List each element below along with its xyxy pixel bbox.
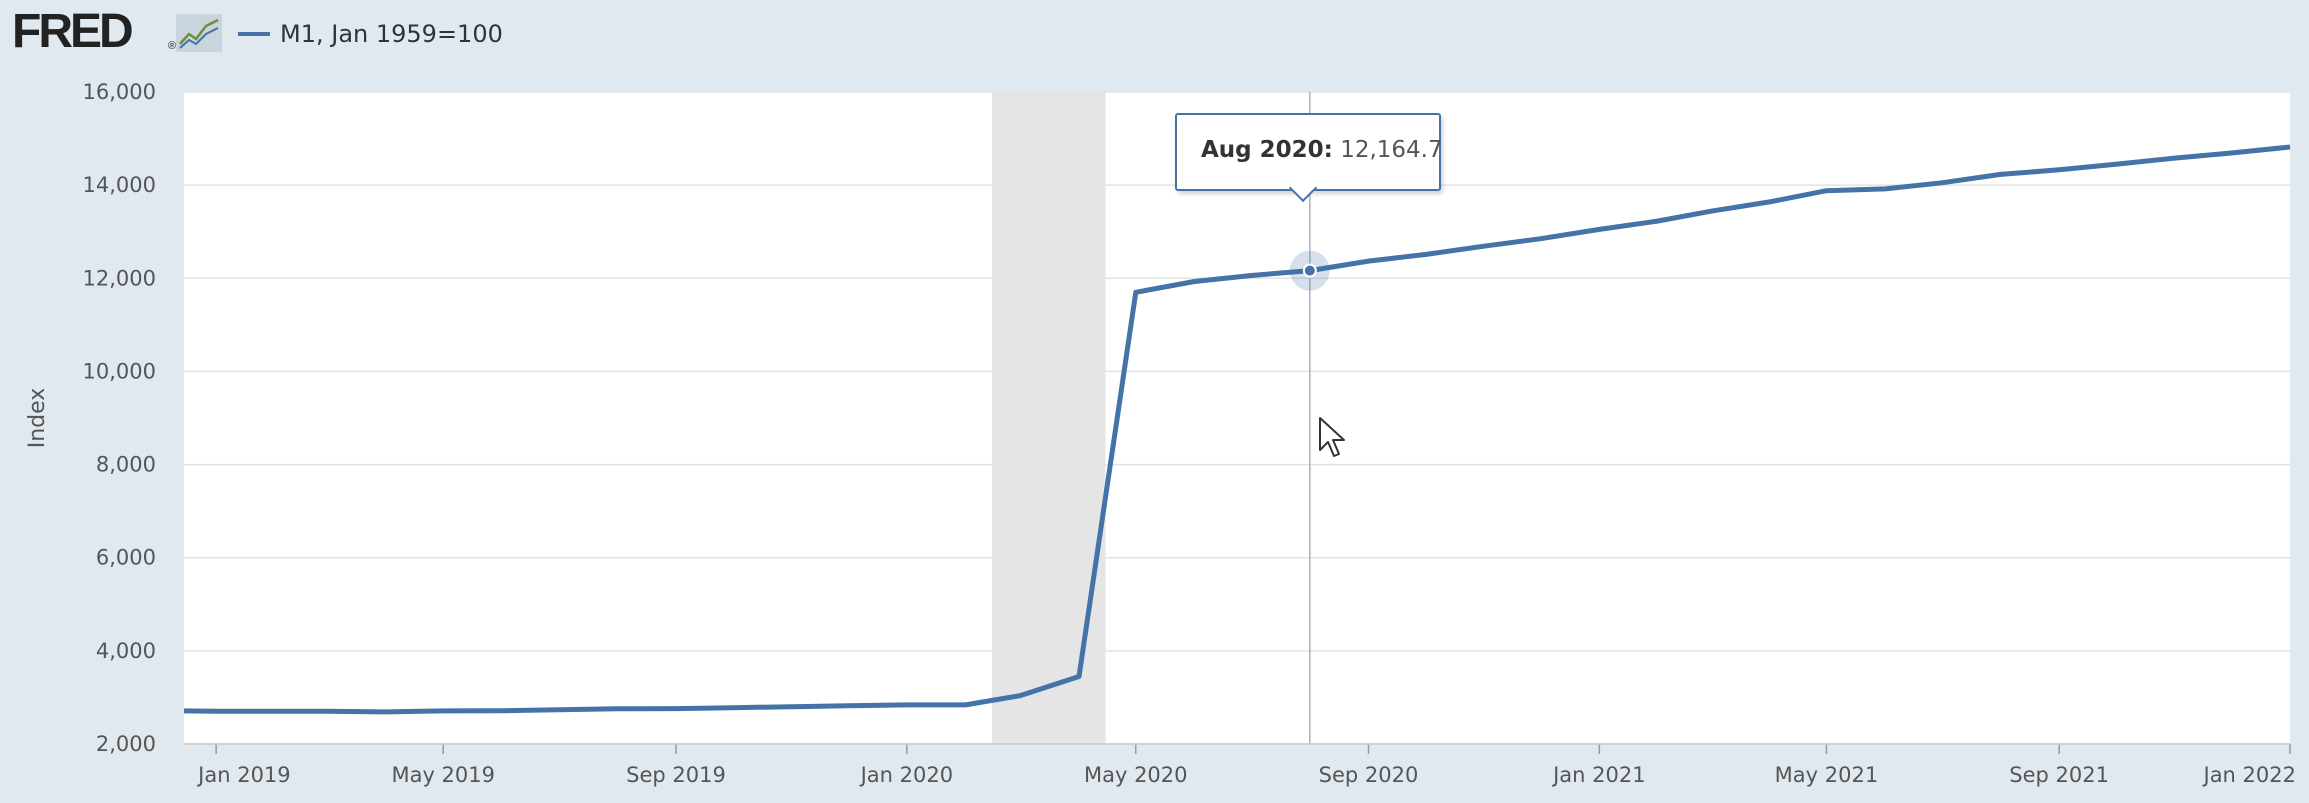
x-tick-label: May 2020 xyxy=(1084,763,1188,787)
legend-swatch xyxy=(238,32,270,36)
x-tick-label: Jan 2022 xyxy=(2202,763,2297,787)
x-tick-label: Jan 2021 xyxy=(1551,763,1646,787)
y-axis-ticks: 2,000 4,000 6,000 8,000 10,000 12,000 14,000 16… xyxy=(83,80,156,756)
x-tick-label: Sep 2021 xyxy=(2009,763,2109,787)
y-tick-label: 8,000 xyxy=(96,453,156,477)
recession-shading xyxy=(991,92,1106,744)
fred-logo[interactable]: FRED xyxy=(12,5,134,58)
y-tick-label: 10,000 xyxy=(83,359,156,383)
y-tick-label: 2,000 xyxy=(96,732,156,756)
x-tick-label: Sep 2019 xyxy=(626,763,726,787)
y-tick-label: 4,000 xyxy=(96,639,156,663)
x-tick-label: May 2021 xyxy=(1775,763,1879,787)
x-tick-label: May 2019 xyxy=(391,763,495,787)
y-tick-label: 16,000 xyxy=(83,80,156,104)
tooltip-text: Aug 2020: 12,164.7 xyxy=(1201,137,1443,163)
plot-area xyxy=(184,92,2290,744)
x-tick-label: Jan 2020 xyxy=(859,763,954,787)
hover-marker xyxy=(1289,250,1330,291)
tooltip-value: 12,164.7 xyxy=(1340,137,1443,163)
chart-header: FRED ® M1, Jan 1959=100 xyxy=(0,0,2309,70)
series-group xyxy=(183,144,2291,715)
recession-band xyxy=(991,92,1106,744)
x-axis-ticks: Jan 2019 May 2019 Sep 2019 Jan 2020 May 2020… xyxy=(184,743,2297,787)
y-tick-label: 12,000 xyxy=(83,266,156,290)
y-axis-label: Index xyxy=(25,388,50,449)
legend-label: M1, Jan 1959=100 xyxy=(280,20,503,48)
x-tick-label: Sep 2020 xyxy=(1319,763,1419,787)
plot-background xyxy=(184,92,2290,744)
series-line-m1 xyxy=(183,144,2291,715)
y-tick-label: 6,000 xyxy=(96,546,156,570)
y-tick-label: 14,000 xyxy=(83,173,156,197)
tooltip-date: Aug 2020 xyxy=(1201,137,1324,163)
x-tick-label: Jan 2019 xyxy=(196,763,291,787)
data-point-marker xyxy=(1302,263,1317,278)
mouse-cursor-icon xyxy=(1318,416,1346,465)
tooltip-separator: : xyxy=(1323,137,1333,163)
registered-mark: ® xyxy=(168,40,177,52)
graph-icon xyxy=(176,14,222,57)
